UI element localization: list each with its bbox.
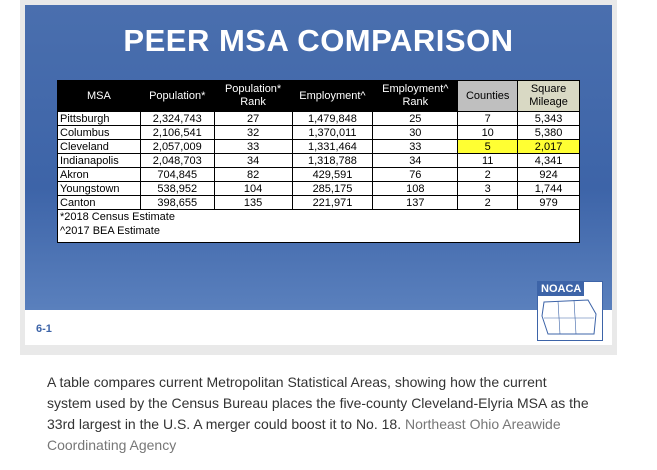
logo-lines <box>544 299 594 335</box>
table-cell: 34 <box>213 153 293 168</box>
table-cell: 924 <box>517 167 580 182</box>
table-cell: 704,845 <box>139 167 215 182</box>
table-row: Youngstown 538,952 104 285,175 108 3 1,744 <box>57 181 580 196</box>
caption: A table compares current Metropolitan St… <box>47 372 592 456</box>
table-cell: 1,370,011 <box>291 125 374 140</box>
table-row: Canton 398,655 135 221,971 137 2 979 <box>57 195 580 210</box>
table-cell: 221,971 <box>291 195 374 210</box>
table-cell: Pittsburgh <box>57 111 141 126</box>
table-cell: 1,331,464 <box>291 139 374 154</box>
table-cell: 7 <box>457 111 519 126</box>
table-cell: Canton <box>57 195 141 210</box>
table-cell: 10 <box>457 125 519 140</box>
table-cell: 2,057,009 <box>139 139 215 154</box>
table-cell: Indianapolis <box>57 153 141 168</box>
slide-frame: PEER MSA COMPARISON MSA Population* Popula… <box>20 0 617 355</box>
table-cell: 135 <box>213 195 293 210</box>
table-cell: 104 <box>213 181 293 196</box>
header-cell: Counties <box>457 80 519 112</box>
slide-background: PEER MSA COMPARISON MSA Population* Popula… <box>25 5 612 310</box>
table-row: Akron 704,845 82 429,591 76 2 924 <box>57 167 580 182</box>
logo-shape <box>541 299 597 335</box>
comparison-table: MSA Population* Population* Rank Employment… <box>57 80 580 243</box>
table-cell: Youngstown <box>57 181 141 196</box>
table-body: MSA Population* Population* Rank Employment… <box>57 80 580 243</box>
footnote: *2018 Census Estimate <box>57 209 580 224</box>
table-cell: 3 <box>457 181 519 196</box>
table-cell: 2,048,703 <box>139 153 215 168</box>
caption-text: A table compares current Metropolitan St… <box>47 374 589 432</box>
table-cell: 25 <box>372 111 459 126</box>
table-cell: 2,324,743 <box>139 111 215 126</box>
table-cell: 2 <box>457 195 519 210</box>
table-cell: 2,106,541 <box>139 125 215 140</box>
table-cell: 2,017 <box>517 139 580 154</box>
table-cell: 108 <box>372 181 459 196</box>
table-cell: 5,380 <box>517 125 580 140</box>
header-cell: Employment^ Rank <box>372 80 459 112</box>
table-cell: 2 <box>457 167 519 182</box>
table-cell: 34 <box>372 153 459 168</box>
table-cell: 27 <box>213 111 293 126</box>
table-cell: 33 <box>213 139 293 154</box>
table-cell: 82 <box>213 167 293 182</box>
logo-text: NOACA <box>538 282 584 296</box>
header-cell: MSA <box>57 80 141 112</box>
footnote: ^2017 BEA Estimate <box>57 224 580 243</box>
slide-title: PEER MSA COMPARISON <box>123 23 514 58</box>
header-cell: Square Mileage <box>517 80 580 112</box>
header-cell: Population* <box>139 80 215 112</box>
footnote-row: ^2017 BEA Estimate <box>57 224 580 243</box>
table-cell: 30 <box>372 125 459 140</box>
table-cell: Columbus <box>57 125 141 140</box>
logo: NOACA <box>537 281 603 341</box>
table-cell: 32 <box>213 125 293 140</box>
slide: PEER MSA COMPARISON MSA Population* Popula… <box>25 5 612 345</box>
caption-credit: Northeast Ohio Areawide Coordinating Age… <box>47 416 561 453</box>
table-cell: 5 <box>457 139 519 154</box>
table-row: Pittsburgh 2,324,743 27 1,479,848 25 7 5,343 <box>57 111 580 126</box>
table-cell: 979 <box>517 195 580 210</box>
table-cell: 5,343 <box>517 111 580 126</box>
table-row: Indianapolis 2,048,703 34 1,318,788 34 11 4,34… <box>57 153 580 168</box>
header-cell: Employment^ <box>291 80 374 112</box>
table-cell: 11 <box>457 153 519 168</box>
table-cell: 398,655 <box>139 195 215 210</box>
table-cell: 1,744 <box>517 181 580 196</box>
table-cell: 538,952 <box>139 181 215 196</box>
table-cell: 76 <box>372 167 459 182</box>
table-cell: 1,318,788 <box>291 153 374 168</box>
table-cell: 429,591 <box>291 167 374 182</box>
table-cell: 33 <box>372 139 459 154</box>
table-cell: 4,341 <box>517 153 580 168</box>
table-cell: Akron <box>57 167 141 182</box>
logo-map <box>541 299 597 335</box>
table-cell: 285,175 <box>291 181 374 196</box>
header-cell: Population* Rank <box>213 80 293 112</box>
header-row: MSA Population* Population* Rank Employment… <box>57 80 580 112</box>
footnote-row: *2018 Census Estimate <box>57 209 580 224</box>
table-row: Cleveland 2,057,009 33 1,331,464 33 5 2,017 <box>57 139 580 154</box>
slide-number: 6-1 <box>36 323 52 335</box>
table-cell: 1,479,848 <box>291 111 374 126</box>
table-row: Columbus 2,106,541 32 1,370,011 30 10 5,380 <box>57 125 580 140</box>
table-cell: 137 <box>372 195 459 210</box>
table-cell: Cleveland <box>57 139 141 154</box>
